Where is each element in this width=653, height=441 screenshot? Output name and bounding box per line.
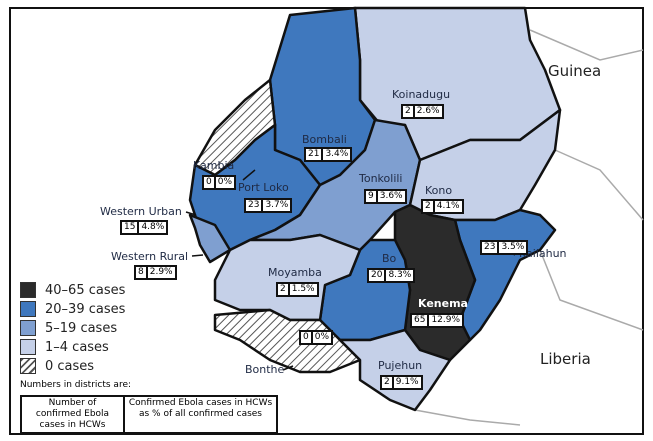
value-kenema: 65 12.9% (410, 313, 465, 328)
label-pujehun: Pujehun (378, 359, 423, 372)
value-kambia: 0 0% (202, 175, 237, 190)
label-moyamba: Moyamba (268, 266, 322, 279)
key-right: Confirmed Ebola cases in HCWs as % of al… (123, 397, 276, 432)
value-port-loko: 23 3.7% (244, 198, 293, 213)
label-bo: Bo (382, 252, 397, 265)
label-port-loko: Port Loko (238, 181, 289, 194)
district-tonkolili (248, 118, 422, 252)
label-kambia: Kambia (193, 159, 235, 172)
guinea-border (529, 29, 644, 61)
value-bo: 20 8.3% (367, 268, 416, 283)
liberia-border (539, 249, 644, 331)
legend-note: Numbers in districts are: (20, 380, 132, 390)
guinea-liberia-border (554, 149, 644, 221)
value-koinadugu: 2 2.6% (401, 104, 444, 119)
country-guinea: Guinea (548, 62, 602, 80)
legend-swatch (20, 301, 36, 317)
value-bombali: 21 3.4% (304, 147, 353, 162)
district-western (188, 213, 232, 264)
value-moyamba: 2 1.5% (276, 282, 319, 297)
district-pujehun (338, 328, 452, 412)
district-bonthe (213, 308, 362, 374)
legend-swatch (20, 320, 36, 336)
liberia-coast (414, 409, 521, 426)
legend-item-40-65: 40–65 cases (20, 282, 125, 298)
value-tonkolili: 9 3.6% (364, 189, 407, 204)
legend-key: Number of confirmed Ebola cases in HCWs … (20, 395, 278, 434)
legend-swatch (20, 358, 36, 374)
label-bombali: Bombali (302, 133, 347, 146)
district-moyamba (213, 233, 362, 322)
label-western-urban: Western Urban (100, 205, 182, 218)
key-left: Number of confirmed Ebola cases in HCWs (35, 398, 110, 430)
label-kono: Kono (425, 184, 453, 197)
legend-item-0: 0 cases (20, 358, 94, 374)
value-kailahun: 23 3.5% (480, 240, 529, 255)
label-koinadugu: Koinadugu (392, 88, 451, 101)
legend-item-5-19: 5–19 cases (20, 320, 117, 336)
country-liberia: Liberia (540, 350, 591, 368)
value-bonthe: 0 0% (299, 330, 334, 345)
label-kenema: Kenema (418, 297, 468, 310)
value-western-urban: 15 4.8% (120, 220, 169, 235)
legend-swatch (20, 282, 36, 298)
legend-swatch (20, 339, 36, 355)
legend-item-20-39: 20–39 cases (20, 301, 125, 317)
value-western-rural: 8 2.9% (134, 265, 177, 280)
value-kono: 2 4.1% (421, 199, 464, 214)
label-tonkolili: Tonkolili (359, 172, 403, 185)
legend-item-1-4: 1–4 cases (20, 339, 109, 355)
label-western-rural: Western Rural (111, 250, 189, 263)
label-kailahun: Kailahun (519, 247, 567, 260)
label-bonthe: Bonthe (245, 363, 285, 376)
value-pujehun: 2 9.1% (380, 375, 423, 390)
